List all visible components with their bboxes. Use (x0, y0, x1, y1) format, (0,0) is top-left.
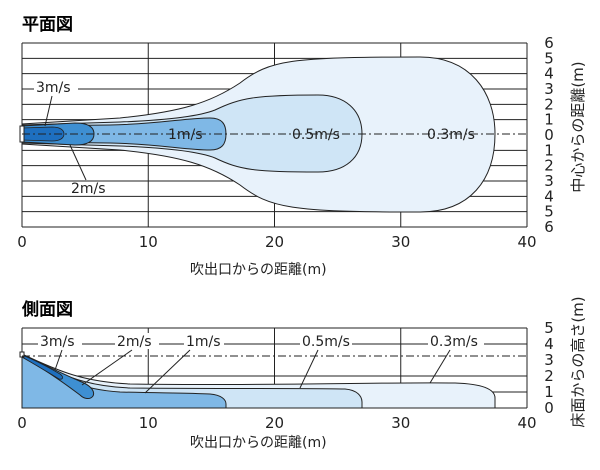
side-x-tick-label: 30 (391, 414, 410, 432)
plan-label-1ms: 1m/s (168, 127, 203, 143)
plan-y-tick-label: 1 (544, 111, 554, 129)
plan-y-tick-label: 4 (544, 65, 554, 83)
side-zone-1 (21, 354, 227, 409)
plan-y-tick-label: 3 (544, 172, 554, 190)
plan-zone-labels: 3m/s 2m/s 1m/s 0.5m/s 0.3m/s (34, 79, 475, 197)
side-zone-labels: 3m/s 2m/s 1m/s 0.5m/s 0.3m/s (38, 333, 484, 394)
side-y-tick-label: 3 (544, 351, 554, 369)
plan-x-tick-label: 20 (265, 233, 284, 251)
side-y-tick-label: 1 (544, 383, 554, 401)
plan-y-tick-label: 1 (544, 141, 554, 159)
side-label-05ms: 0.5m/s (302, 334, 350, 350)
plan-y-tick-label: 6 (544, 34, 554, 52)
side-title: 側面図 (21, 299, 73, 320)
side-zones (19, 351, 496, 409)
plan-y-tick-label: 5 (544, 203, 554, 221)
plan-y-tick-label: 2 (544, 157, 554, 175)
plan-x-tick-label: 10 (139, 233, 158, 251)
side-zone-3 (21, 354, 63, 380)
side-x-tick-label: 20 (265, 414, 284, 432)
side-xlabel: 吹出口からの距離(m) (190, 434, 327, 451)
plan-y-tick-label: 4 (544, 187, 554, 205)
plan-label-05ms: 0.5m/s (292, 127, 340, 143)
plan-xlabel: 吹出口からの距離(m) (190, 261, 327, 278)
plan-label-2ms: 2m/s (71, 181, 106, 197)
plan-x-tick-label: 30 (391, 233, 410, 251)
side-y-tick-label: 4 (544, 335, 554, 353)
plan-label-03ms: 0.3m/s (427, 127, 475, 143)
plan-x-tick-label: 40 (517, 233, 536, 251)
side-label-1ms: 1m/s (186, 334, 221, 350)
plan-y-tick-label: 0 (544, 126, 554, 144)
side-label-03ms: 0.3m/s (430, 334, 478, 350)
side-ylabel: 床面からの高さ(m) (569, 296, 587, 427)
side-y-tick-label: 2 (544, 367, 554, 385)
side-x-tick-label: 40 (517, 414, 536, 432)
side-y-tick-label: 0 (544, 399, 554, 417)
side-outlet (19, 351, 25, 358)
plan-ylabel: 中心からの距離(m) (569, 61, 587, 192)
plan-x-tick-label: 0 (17, 233, 27, 251)
side-y-tick-label: 5 (544, 319, 554, 337)
side-x-tick-label: 0 (17, 414, 27, 432)
plan-y-tick-label: 6 (544, 218, 554, 236)
plan-y-tick-label: 3 (544, 80, 554, 98)
plan-y-tick-label: 2 (544, 95, 554, 113)
plan-y-tick-label: 5 (544, 49, 554, 67)
side-x-tick-label: 10 (139, 414, 158, 432)
side-label-2ms: 2m/s (117, 334, 152, 350)
plan-title: 平面図 (22, 15, 73, 35)
plan-label-3ms: 3m/s (36, 80, 71, 96)
side-label-3ms: 3m/s (40, 334, 75, 350)
